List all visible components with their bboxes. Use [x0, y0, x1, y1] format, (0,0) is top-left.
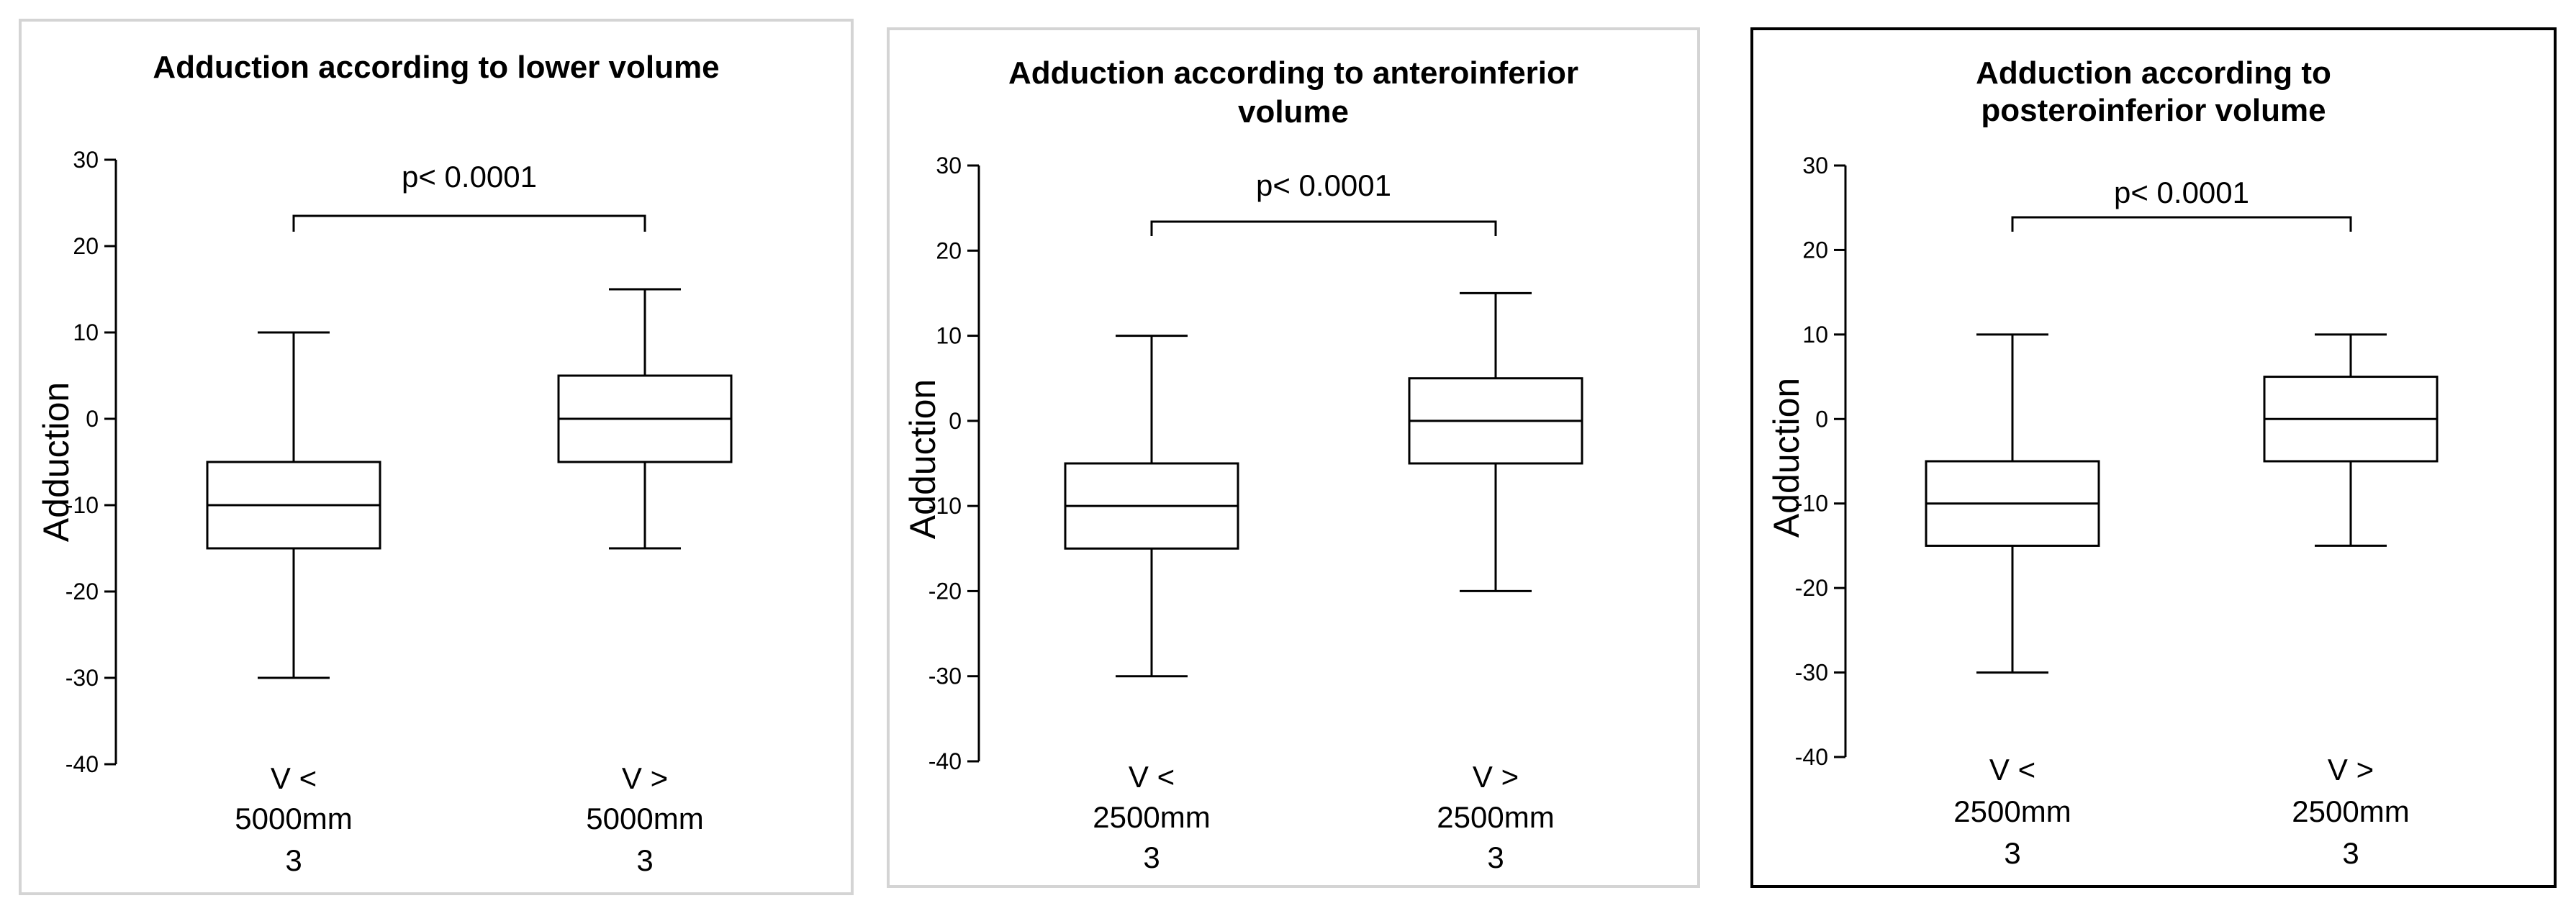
category-label-1-line-1: V <: [1129, 760, 1175, 794]
chart-panel-lower-volume: Adduction according to lower volume Adduc…: [19, 19, 854, 895]
box-1: [1925, 333, 2100, 674]
category-label-2-line-3: 3: [2342, 836, 2359, 870]
y-tick-label-30: 30: [73, 147, 99, 173]
y-tick-label--30: -30: [1795, 660, 1828, 686]
category-label-1-line-3: 3: [285, 843, 302, 877]
y-tick-label-20: 20: [1802, 237, 1828, 263]
chart-title-line-2: volume: [1238, 94, 1349, 130]
y-tick-label-20: 20: [73, 233, 99, 259]
box-plot-lower-volume: Adduction according to lower volume Adduc…: [36, 50, 733, 877]
category-label-1-line-2: 2500mm: [1093, 800, 1210, 834]
chart-panel-posteroinferior-volume: Adduction according to posteroinferior vo…: [1750, 27, 2557, 888]
chart-title-line-2: posteroinferior volume: [1981, 93, 2326, 128]
y-tick-label-0: 0: [949, 408, 962, 434]
y-tick-label--40: -40: [928, 748, 962, 774]
box-1: [1064, 335, 1239, 678]
y-tick-label--40: -40: [1795, 744, 1828, 770]
category-label-2-line-2: 2500mm: [2292, 794, 2409, 828]
y-tick-label-10: 10: [936, 323, 962, 349]
category-label-1-line-2: 5000mm: [235, 802, 352, 835]
y-tick-label-30: 30: [1802, 153, 1828, 178]
y-tick-label--40: -40: [65, 751, 99, 777]
y-tick-label--10: -10: [65, 492, 99, 518]
y-tick-label--20: -20: [1795, 575, 1828, 601]
y-tick-label--10: -10: [928, 493, 962, 519]
category-label-1-line-2: 2500mm: [1953, 794, 2071, 828]
chart-title-line-1: Adduction according to anteroinferior: [1008, 55, 1578, 91]
box-2: [1408, 291, 1583, 592]
box-2: [2263, 333, 2439, 547]
box-1: [206, 331, 381, 679]
y-tick-label-0: 0: [1815, 406, 1828, 432]
y-tick-label--30: -30: [65, 665, 99, 691]
category-label-1-line-1: V <: [1989, 753, 2035, 787]
category-label-2-line-1: V >: [622, 761, 668, 795]
p-value-annotation: p< 0.0001: [1256, 168, 1391, 202]
box-2: [557, 288, 733, 550]
chart-title-line-1: Adduction according to lower volume: [153, 50, 719, 85]
y-tick-label-10: 10: [73, 319, 99, 345]
y-tick-label-10: 10: [1802, 322, 1828, 348]
significance-bracket: [1150, 220, 1497, 236]
significance-bracket: [2011, 216, 2352, 232]
category-label-2-line-3: 3: [636, 843, 653, 877]
category-label-1-line-3: 3: [2004, 836, 2020, 870]
category-label-2-line-1: V >: [1473, 760, 1519, 794]
category-label-1-line-3: 3: [1143, 840, 1160, 874]
p-value-annotation: p< 0.0001: [2114, 176, 2249, 209]
y-tick-label-20: 20: [936, 237, 962, 263]
category-label-2-line-3: 3: [1487, 840, 1504, 874]
y-axis-label: Adduction: [1766, 378, 1807, 538]
y-tick-label-0: 0: [86, 406, 99, 432]
y-tick-label--20: -20: [928, 578, 962, 604]
chart-title-line-1: Adduction according to: [1976, 55, 2331, 91]
category-label-2-line-2: 2500mm: [1437, 800, 1554, 834]
significance-bracket: [292, 214, 646, 232]
box-plot-anteroinferior-volume: Adduction according to anteroinferiorvol…: [903, 55, 1583, 874]
category-label-2-line-2: 5000mm: [586, 802, 703, 835]
category-label-1-line-1: V <: [271, 761, 317, 795]
chart-panel-anteroinferior-volume: Adduction according to anteroinferior vol…: [887, 27, 1700, 888]
y-tick-label--30: -30: [928, 663, 962, 689]
category-label-2-line-1: V >: [2328, 753, 2374, 787]
y-tick-label-30: 30: [936, 153, 962, 178]
y-tick-label--10: -10: [1795, 491, 1828, 517]
p-value-annotation: p< 0.0001: [402, 160, 537, 194]
y-axis-label: Adduction: [36, 382, 76, 542]
y-tick-label--20: -20: [65, 579, 99, 604]
y-axis-label: Adduction: [903, 379, 943, 539]
